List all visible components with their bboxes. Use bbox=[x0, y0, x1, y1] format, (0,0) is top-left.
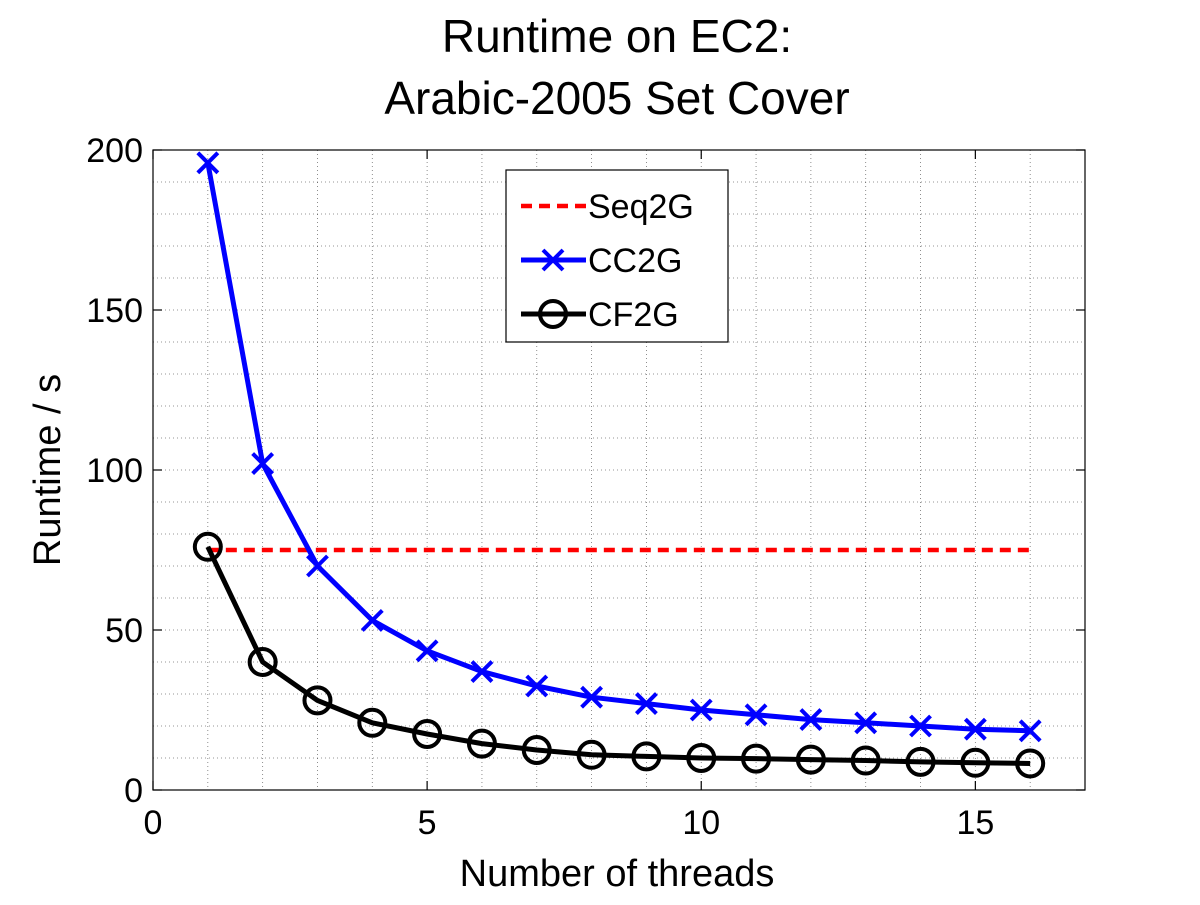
data-point-cc2g bbox=[251, 452, 275, 476]
y-tick-label: 200 bbox=[86, 132, 143, 170]
legend-marker-cf2g bbox=[538, 299, 568, 329]
marker-stroke bbox=[470, 660, 494, 684]
data-point-cf2g bbox=[576, 739, 607, 770]
y-tick-label: 50 bbox=[105, 612, 143, 650]
data-point-cc2g bbox=[306, 554, 329, 578]
marker-stroke bbox=[525, 674, 549, 698]
data-point-cc2g bbox=[470, 660, 494, 684]
legend-label-seq2g: Seq2G bbox=[588, 188, 694, 226]
legend: Seq2G CC2G CF2G bbox=[505, 169, 729, 343]
marker-stroke bbox=[854, 711, 878, 735]
x-tick-label: 15 bbox=[956, 804, 994, 842]
data-point-cc2g bbox=[525, 674, 549, 698]
chart-title: Runtime on EC2: Arabic-2005 Set Cover bbox=[384, 10, 849, 124]
marker-stroke bbox=[799, 708, 823, 732]
series-cf2g bbox=[192, 531, 1046, 779]
data-point-cf2g bbox=[850, 745, 881, 776]
data-point-cc2g bbox=[1018, 719, 1042, 743]
y-axis-label: Runtime / s bbox=[27, 374, 69, 566]
data-point-cc2g bbox=[634, 692, 658, 716]
chart-title-line-2: Arabic-2005 Set Cover bbox=[384, 72, 849, 124]
marker-stroke bbox=[909, 714, 932, 738]
y-tick-label: 100 bbox=[86, 452, 143, 490]
x-tick-label: 0 bbox=[144, 804, 163, 842]
data-point-cf2g bbox=[686, 743, 717, 773]
data-point-cc2g bbox=[196, 151, 220, 175]
marker-stroke bbox=[580, 685, 604, 709]
marker-stroke bbox=[1018, 719, 1042, 743]
data-point-cf2g bbox=[466, 728, 497, 759]
chart-title-line-1: Runtime on EC2: bbox=[442, 10, 792, 62]
data-point-cf2g bbox=[412, 719, 443, 749]
marker-stroke bbox=[634, 692, 658, 716]
data-point-cf2g bbox=[357, 707, 388, 738]
data-point-cf2g bbox=[795, 744, 826, 775]
marker-stroke bbox=[415, 639, 439, 663]
data-point-cc2g bbox=[963, 717, 987, 741]
legend-entry-seq2g: Seq2G bbox=[521, 188, 694, 226]
data-point-cc2g bbox=[689, 698, 713, 722]
data-point-cf2g bbox=[741, 743, 772, 774]
marker-stroke bbox=[744, 703, 768, 727]
data-point-cc2g bbox=[909, 714, 932, 738]
data-point-cf2g bbox=[631, 741, 662, 772]
data-point-cf2g bbox=[302, 685, 333, 716]
grid-lines bbox=[153, 150, 1085, 790]
data-point-cc2g bbox=[415, 639, 439, 663]
marker-stroke bbox=[541, 248, 565, 272]
x-tick-label: 10 bbox=[682, 804, 720, 842]
marker-stroke bbox=[306, 554, 329, 578]
legend-label-cc2g: CC2G bbox=[588, 242, 682, 280]
data-point-cc2g bbox=[799, 708, 823, 732]
data-point-cf2g bbox=[521, 735, 552, 765]
x-axis-label: Number of threads bbox=[460, 853, 775, 895]
data-point-cf2g bbox=[960, 747, 991, 778]
series-line-cc2g bbox=[205, 162, 1031, 734]
series-line-cf2g bbox=[205, 545, 1031, 766]
series-cc2g bbox=[196, 151, 1042, 743]
legend-entry-cf2g: CF2G bbox=[521, 296, 679, 334]
marker-stroke bbox=[689, 698, 713, 722]
marker-stroke bbox=[196, 151, 220, 175]
series-layer bbox=[192, 151, 1046, 779]
marker-stroke bbox=[963, 717, 987, 741]
y-tick-label: 0 bbox=[124, 772, 143, 810]
legend-marker-cc2g bbox=[541, 248, 565, 272]
y-tick-label: 150 bbox=[86, 292, 143, 330]
data-point-cf2g bbox=[905, 746, 936, 777]
data-point-cf2g bbox=[247, 647, 278, 677]
data-point-cc2g bbox=[360, 608, 384, 632]
legend-entry-cc2g: CC2G bbox=[521, 242, 682, 280]
data-point-cf2g bbox=[1015, 748, 1046, 779]
legend-label-cf2g: CF2G bbox=[588, 296, 679, 334]
marker-stroke bbox=[251, 452, 275, 476]
x-tick-label: 5 bbox=[418, 804, 437, 842]
data-point-cc2g bbox=[744, 703, 768, 727]
marker-stroke bbox=[360, 608, 384, 632]
data-point-cc2g bbox=[580, 685, 604, 709]
data-point-cc2g bbox=[854, 711, 878, 735]
data-point-cf2g bbox=[192, 531, 223, 562]
